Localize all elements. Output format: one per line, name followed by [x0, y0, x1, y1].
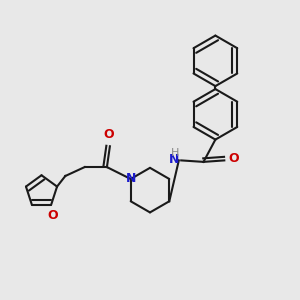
Text: O: O [103, 128, 114, 141]
Text: N: N [169, 153, 179, 166]
Text: O: O [229, 152, 239, 165]
Text: N: N [125, 172, 136, 185]
Text: O: O [47, 209, 58, 222]
Text: H: H [170, 148, 179, 158]
